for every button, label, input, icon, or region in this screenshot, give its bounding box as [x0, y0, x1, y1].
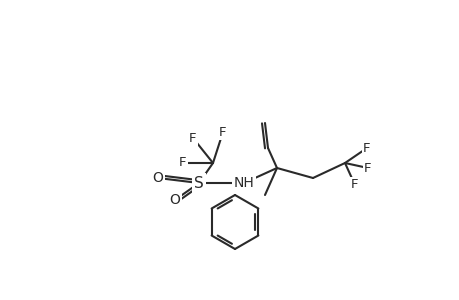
Text: F: F — [219, 125, 226, 139]
Text: F: F — [189, 131, 196, 145]
Text: F: F — [363, 142, 370, 154]
Text: F: F — [364, 161, 371, 175]
Text: F: F — [351, 178, 358, 191]
Text: NH: NH — [233, 176, 254, 190]
Text: F: F — [179, 157, 186, 169]
Text: O: O — [152, 171, 163, 185]
Text: O: O — [169, 193, 180, 207]
Text: S: S — [194, 176, 203, 190]
